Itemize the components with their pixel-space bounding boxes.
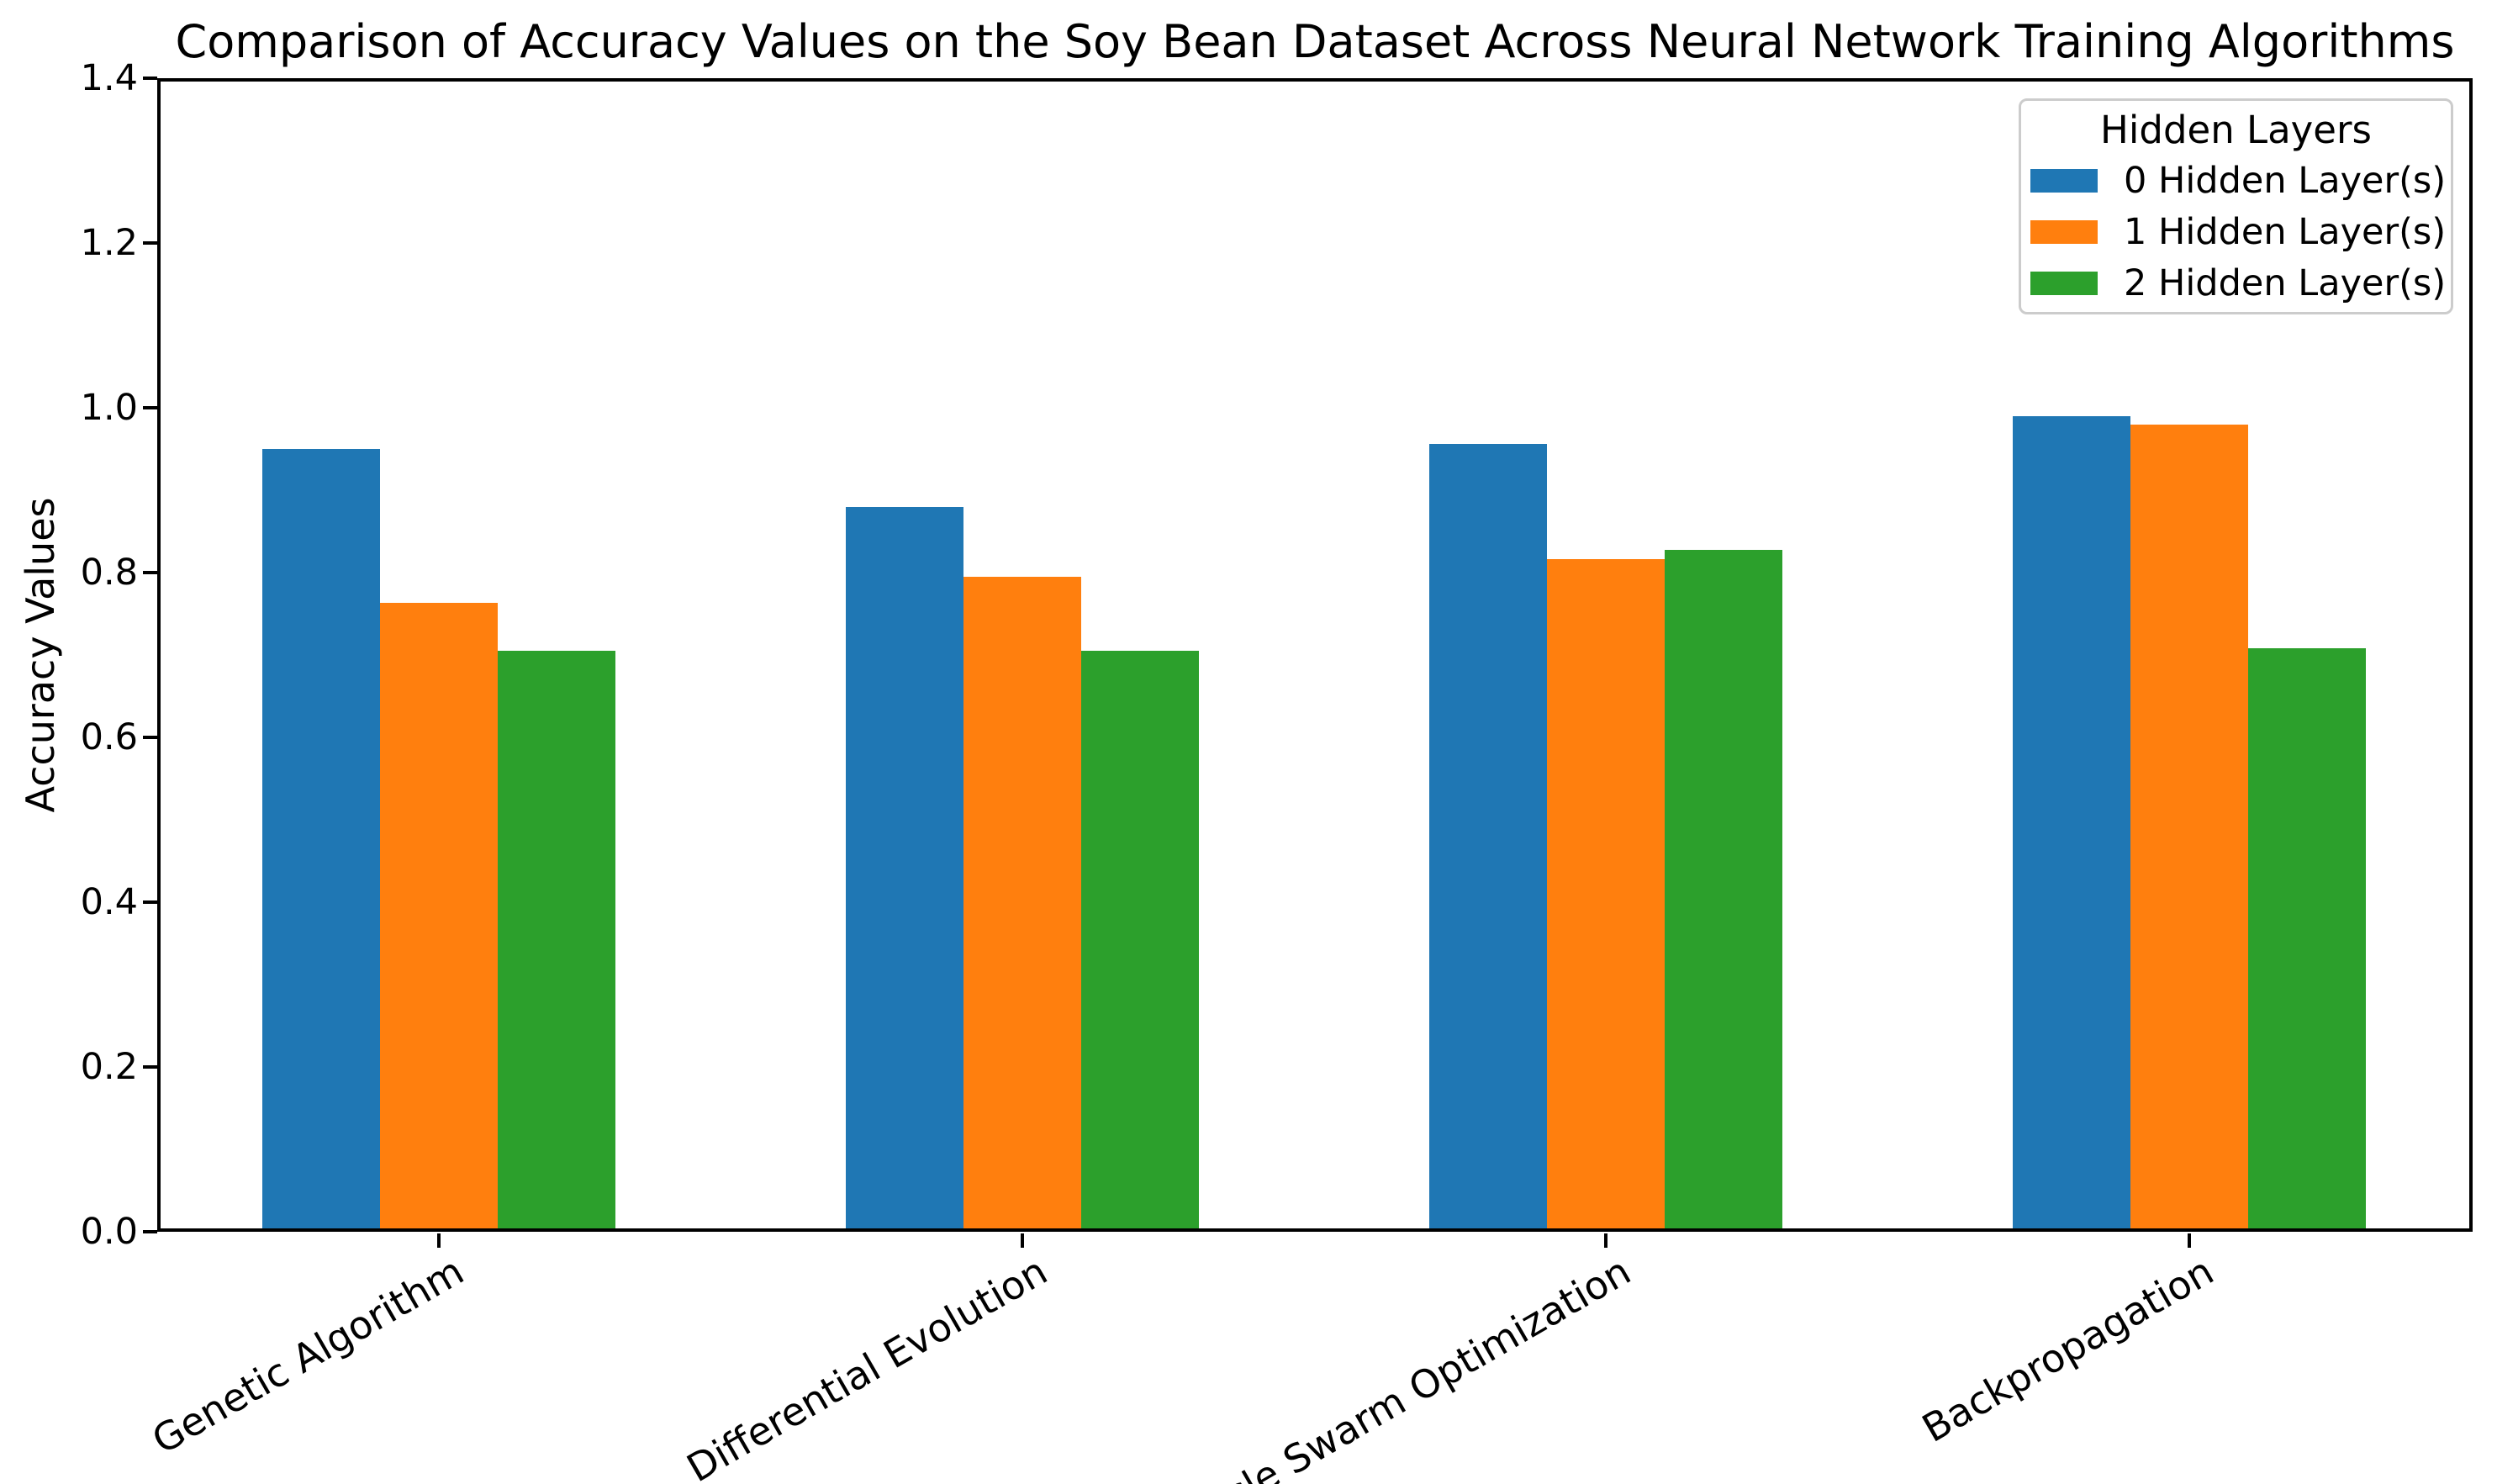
y-tick	[143, 1230, 157, 1233]
bar-2-hidden-layers-genetic-algorithm	[498, 651, 615, 1232]
legend-rows: 0 Hidden Layer(s) 1 Hidden Layer(s) 2 Hidd…	[2021, 155, 2451, 309]
y-tick-label: 1.4	[80, 57, 138, 99]
y-tick-label: 0.2	[80, 1046, 138, 1088]
bar-2-hidden-layers-backpropagation	[2248, 648, 2366, 1232]
bar-1-hidden-layers-particle-swarm-optimization	[1547, 559, 1665, 1232]
legend-label-1-hidden-layers: 1 Hidden Layer(s)	[2124, 210, 2447, 253]
x-tick	[2188, 1233, 2191, 1248]
bar-1-hidden-layers-genetic-algorithm	[380, 603, 498, 1232]
y-tick	[143, 1065, 157, 1069]
y-tick-label: 0.4	[80, 881, 138, 923]
y-tick	[143, 571, 157, 574]
legend-label-2-hidden-layers: 2 Hidden Layer(s)	[2124, 261, 2447, 304]
bar-1-hidden-layers-backpropagation	[2130, 424, 2248, 1232]
x-tick-label-genetic-algorithm: Genetic Algorithm	[144, 1248, 471, 1463]
y-tick	[143, 77, 157, 80]
x-tick	[1021, 1233, 1024, 1248]
x-tick-label-differential-evolution: Differential Evolution	[678, 1248, 1054, 1484]
y-tick-label: 0.6	[80, 716, 138, 758]
bar-0-hidden-layers-differential-evolution	[846, 506, 963, 1232]
y-tick-label: 0.8	[80, 552, 138, 594]
chart-title: Comparison of Accuracy Values on the Soy…	[175, 15, 2455, 68]
y-tick-label: 1.2	[80, 222, 138, 264]
legend-swatch-2-hidden-layers	[2030, 271, 2098, 295]
y-tick	[143, 900, 157, 904]
bar-0-hidden-layers-backpropagation	[2013, 415, 2130, 1232]
y-tick	[143, 736, 157, 739]
y-tick	[143, 241, 157, 245]
legend-swatch-1-hidden-layers	[2030, 219, 2098, 244]
legend-row-1-hidden-layers: 1 Hidden Layer(s)	[2021, 206, 2451, 257]
bar-1-hidden-layers-differential-evolution	[963, 576, 1081, 1232]
legend: Hidden Layers 0 Hidden Layer(s) 1 Hidden …	[2019, 98, 2453, 314]
legend-title: Hidden Layers	[2100, 108, 2372, 152]
legend-label-0-hidden-layers: 0 Hidden Layer(s)	[2124, 159, 2447, 202]
legend-row-0-hidden-layers: 0 Hidden Layer(s)	[2021, 155, 2451, 206]
y-tick-label: 1.0	[80, 387, 138, 429]
legend-row-2-hidden-layers: 2 Hidden Layer(s)	[2021, 257, 2451, 309]
legend-swatch-0-hidden-layers	[2030, 168, 2098, 193]
y-axis-label: Accuracy Values	[18, 497, 63, 813]
y-tick	[143, 406, 157, 409]
bar-2-hidden-layers-particle-swarm-optimization	[1665, 549, 1782, 1232]
bar-2-hidden-layers-differential-evolution	[1081, 651, 1199, 1232]
bar-0-hidden-layers-particle-swarm-optimization	[1429, 444, 1547, 1232]
x-tick	[437, 1233, 441, 1248]
x-tick	[1604, 1233, 1607, 1248]
bar-0-hidden-layers-genetic-algorithm	[262, 449, 380, 1232]
y-tick-label: 0.0	[80, 1211, 138, 1253]
x-tick-label-particle-swarm-optimization: Particle Swarm Optimization	[1140, 1248, 1638, 1484]
x-tick-label-backpropagation: Backpropagation	[1914, 1248, 2221, 1451]
